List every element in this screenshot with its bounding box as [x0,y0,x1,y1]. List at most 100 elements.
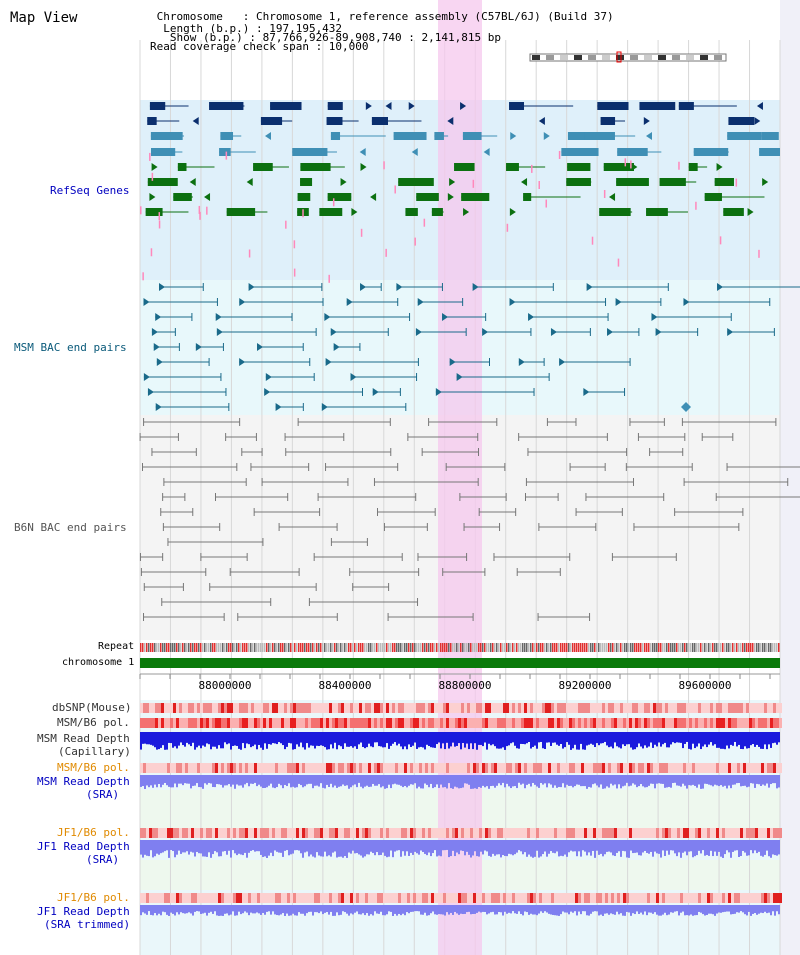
jf1-depth-sra-bar [444,840,446,851]
refseq-exon [561,148,599,156]
jf1-depth-trimmed-bar [570,905,572,912]
repeat-mark [762,643,764,652]
repeat-mark [692,643,694,652]
ideogram-band [644,55,652,60]
jf1-depth-sra-bar [526,840,528,857]
msm-depth-capillary-bar [226,732,228,745]
msm-depth-capillary-bar [642,732,644,749]
refseq-exon [566,178,591,186]
repeat-mark [476,643,478,652]
repeat-mark [608,643,610,652]
jf1-depth-sra-bar [446,840,448,850]
jf1-depth-sra-bar [654,840,656,852]
jf1-depth-sra-bar [726,840,728,851]
jf1-depth-sra-bar [282,840,284,857]
jf1-depth-trimmed-bar [504,905,506,912]
repeat-mark [566,643,568,652]
repeat-mark [704,643,706,652]
jf1-depth-trimmed-bar [774,905,776,916]
jf1-depth-trimmed-bar [276,905,278,916]
repeat-mark [728,643,730,652]
jf1-depth-sra-bar [428,840,430,853]
jf1-depth-trimmed-bar [218,905,220,916]
dbsnp-strip [332,703,335,713]
jf1-depth-sra-bar [646,840,648,853]
msm-pol-strip [332,718,335,728]
msm-pol-strip [224,718,227,728]
jf1-depth-trimmed-bar [534,905,536,915]
msm-depth-sra-bar [254,775,256,783]
msm-pol-sra-strip [221,763,224,773]
jf1-pol-strip-1 [302,828,305,838]
msm-depth-capillary-bar [416,732,418,749]
jf1-depth-trimmed-bar [626,905,628,912]
msm-pol-sra-strip [275,763,278,773]
msm-depth-capillary-bar [440,732,442,749]
msm-depth-capillary-bar [252,732,254,747]
jf1-depth-sra-bar [534,840,536,857]
msm-depth-sra-bar [764,775,766,786]
msm-pol-sra-strip [431,763,434,773]
jf1-depth-trimmed-bar [428,905,430,916]
jf1-depth-trimmed-bar [344,905,346,913]
msm-depth-capillary-bar [250,732,252,748]
track-label-b6n-bac[interactable]: B6N BAC end pairs [14,521,127,534]
msm-pol-sra-strip [671,763,674,773]
dbsnp-strip [161,703,164,713]
jf1-pol-strip-1 [701,828,704,838]
jf1-pol-strip-1 [380,828,383,838]
jf1-depth-trimmed-bar [604,905,606,914]
jf1-depth-trimmed-bar [468,905,470,912]
msm-depth-capillary-bar [230,732,232,750]
msm-pol-sra-strip [761,763,764,773]
jf1-pol-strip-1 [326,828,329,838]
msm-depth-capillary-bar [216,732,218,749]
msm-depth-capillary-bar [472,732,474,750]
msm-depth-sra-bar [196,775,198,784]
msm-depth-capillary-bar [710,732,712,743]
repeat-mark [284,643,286,652]
msm-pol-strip [749,718,752,728]
jf1-depth-trimmed-bar [268,905,270,912]
jf1-depth-trimmed-bar [238,905,240,912]
jf1-depth-trimmed-bar [348,905,350,916]
msm-pol-strip [179,718,182,728]
msm-depth-capillary-bar [366,732,368,748]
repeat-mark [582,643,584,652]
msm-depth-sra-bar [662,775,664,784]
jf1-depth-sra-bar [406,840,408,852]
ideogram-band [532,55,540,60]
jf1-depth-trimmed-bar [742,905,744,913]
jf1-depth-sra-bar [178,840,180,851]
msm-depth-sra-bar [432,775,434,789]
dbsnp-strip [710,703,713,713]
jf1-pol-strip-2 [260,893,263,903]
msm-pol-sra-strip [749,763,752,773]
msm-depth-sra-bar [312,775,314,789]
jf1-depth-trimmed-bar [464,905,466,914]
ideogram-band [686,55,694,60]
jf1-pol-strip-2 [485,893,488,903]
track-label-refseq[interactable]: RefSeq Genes [50,184,130,197]
msm-depth-capillary-bar [608,732,610,748]
msm-pol-strip [155,718,158,728]
jf1-depth-sra-bar [530,840,532,857]
jf1-pol-strip-2 [608,893,611,903]
jf1-depth-trimmed-bar [524,905,526,912]
jf1-pol-strip-1 [611,828,614,838]
msm-depth-capillary-bar [198,732,200,746]
repeat-mark [616,643,618,652]
repeat-mark [292,643,294,652]
track-label-msm-bac[interactable]: MSM BAC end pairs [14,341,127,354]
jf1-depth-sra-bar [310,840,312,855]
msm-pol-sra-strip [254,763,257,773]
msm-bac-end [195,343,202,351]
msm-depth-sra-bar [402,775,404,788]
jf1-pol-strip-1 [365,828,368,838]
dbsnp-strip [179,703,182,713]
msm-depth-capillary-bar [268,732,270,745]
jf1-pol-strip-2 [530,893,533,903]
chromosome-info: Chromosome : Chromosome 1, reference ass… [150,10,614,23]
msm-depth-sra-bar [144,775,146,789]
